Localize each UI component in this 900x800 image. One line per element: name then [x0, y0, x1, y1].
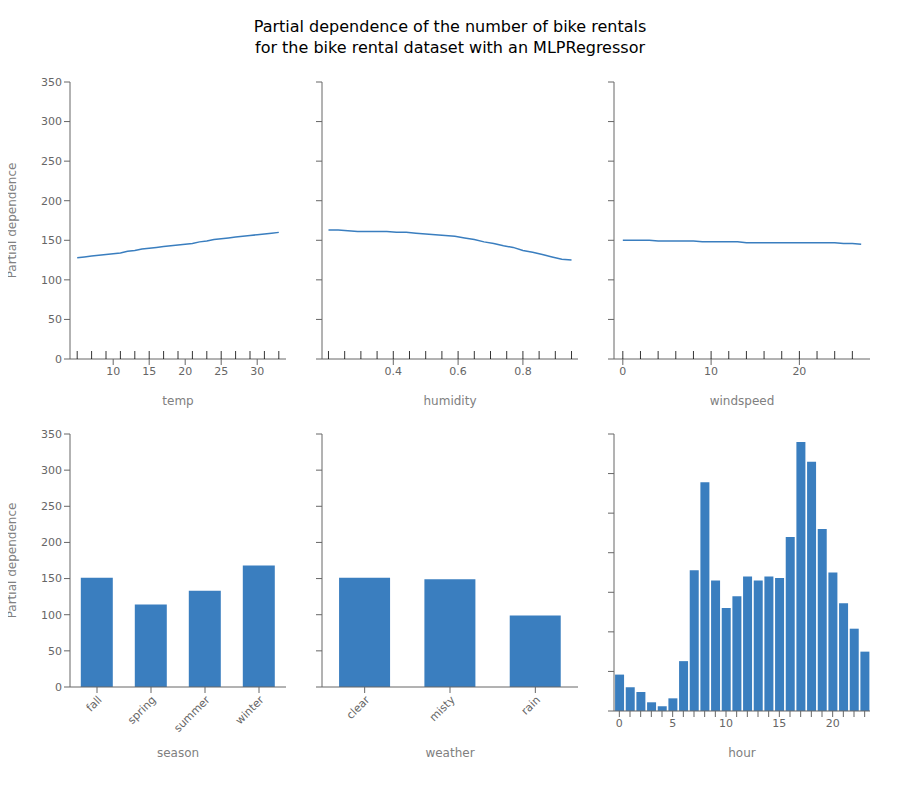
svg-text:10: 10	[704, 365, 718, 378]
svg-text:300: 300	[41, 464, 62, 477]
svg-text:Partial dependence: Partial dependence	[8, 163, 19, 279]
svg-text:10: 10	[719, 717, 733, 730]
svg-text:30: 30	[250, 365, 264, 378]
svg-text:humidity: humidity	[424, 394, 477, 408]
svg-text:200: 200	[41, 195, 62, 208]
svg-text:50: 50	[48, 645, 62, 658]
svg-text:misty: misty	[427, 693, 458, 724]
svg-text:20: 20	[178, 365, 192, 378]
svg-text:windspeed: windspeed	[710, 394, 775, 408]
svg-text:250: 250	[41, 155, 62, 168]
svg-text:0: 0	[619, 365, 626, 378]
svg-text:fall: fall	[84, 693, 105, 714]
svg-text:250: 250	[41, 500, 62, 513]
svg-text:10: 10	[106, 365, 120, 378]
svg-text:5: 5	[669, 717, 676, 730]
svg-text:150: 150	[41, 234, 62, 247]
svg-text:100: 100	[41, 274, 62, 287]
svg-text:350: 350	[41, 76, 62, 89]
svg-text:150: 150	[41, 572, 62, 585]
svg-text:Partial dependence: Partial dependence	[8, 503, 19, 619]
svg-text:15: 15	[772, 717, 786, 730]
svg-text:0: 0	[55, 681, 62, 694]
svg-text:hour: hour	[728, 746, 756, 760]
svg-text:temp: temp	[162, 394, 193, 408]
svg-text:0.4: 0.4	[385, 365, 403, 378]
svg-text:20: 20	[826, 717, 840, 730]
svg-text:100: 100	[41, 609, 62, 622]
svg-text:weather: weather	[425, 746, 474, 760]
svg-text:20: 20	[792, 365, 806, 378]
html-text:for the bike rental dataset wi: for the bike rental dataset with an MLPR…	[255, 38, 645, 57]
svg-text:200: 200	[41, 536, 62, 549]
svg-text:winter: winter	[233, 693, 267, 727]
html-text:Partial dependence of the numb: Partial dependence of the number of bike…	[253, 17, 647, 36]
svg-text:summer: summer	[171, 693, 213, 735]
svg-text:spring: spring	[125, 693, 158, 726]
svg-text:25: 25	[214, 365, 228, 378]
svg-text:rain: rain	[519, 693, 543, 717]
svg-text:300: 300	[41, 115, 62, 128]
svg-text:15: 15	[142, 365, 156, 378]
svg-text:0.8: 0.8	[514, 365, 532, 378]
svg-text:season: season	[157, 746, 199, 760]
svg-text:350: 350	[41, 428, 62, 441]
svg-text:0: 0	[55, 353, 62, 366]
svg-text:50: 50	[48, 313, 62, 326]
svg-text:clear: clear	[344, 693, 373, 722]
svg-text:0.6: 0.6	[449, 365, 467, 378]
svg-text:0: 0	[616, 717, 623, 730]
